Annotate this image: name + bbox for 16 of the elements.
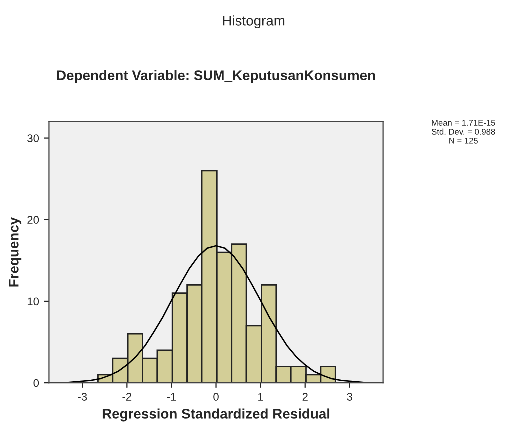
x-axis-title: Regression Standardized Residual [102,408,330,422]
y-tick-label: 0 [34,379,40,388]
text: Mean = 1.71E-15 Std. Dev. = 0.988 N = 125 [432,120,496,144]
x-tick-label: -3 [78,393,88,401]
x-tick-label: 1 [258,393,264,401]
y-tick-label: 20 [28,216,40,224]
x-tick-label: -1 [167,393,176,401]
y-tick-label: 10 [28,298,40,306]
x-tick-label: 0 [214,393,219,401]
x-tick-label: 3 [347,393,353,401]
x-tick-label: 2 [302,393,308,401]
chart-title: Histogram [223,16,285,29]
y-tick-label: 30 [28,134,40,142]
chart-subtitle: Dependent Variable: SUM_KeputusanKonsumen [57,70,376,84]
y-axis-title: Frequency [9,217,22,287]
x-tick-label: -2 [122,393,132,401]
